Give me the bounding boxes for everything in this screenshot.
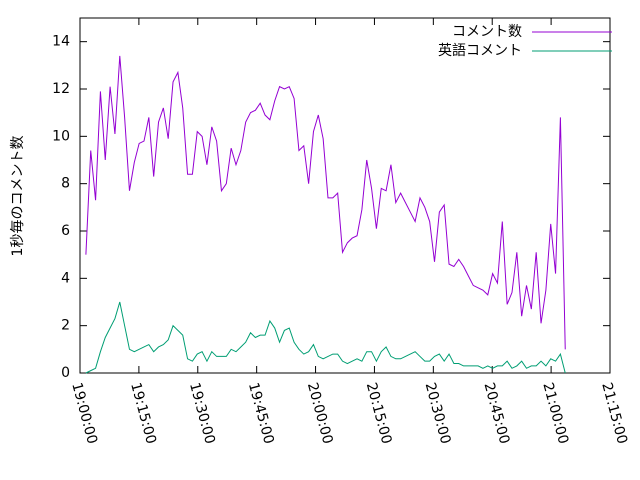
x-tick-label: 19:15:00	[127, 381, 159, 446]
series-line	[85, 55, 566, 350]
y-tick-label: 12	[52, 81, 70, 97]
x-tick-label: 21:00:00	[539, 381, 571, 446]
plot-border	[79, 17, 611, 374]
y-tick-label: 8	[61, 176, 70, 192]
series-line	[85, 301, 566, 374]
y-tick-label: 2	[61, 318, 70, 334]
x-tick-label: 20:00:00	[304, 381, 336, 446]
y-tick-label: 10	[52, 128, 70, 144]
legend-label: 英語コメント	[438, 42, 522, 59]
x-tick-label: 19:00:00	[68, 381, 100, 446]
x-tick-label: 21:15:00	[598, 381, 630, 446]
x-tick-label: 20:15:00	[363, 381, 395, 446]
y-axis-label: 1秒毎のコメント数	[10, 136, 26, 257]
y-tick-label: 4	[61, 270, 70, 286]
y-tick-label: 14	[52, 34, 70, 50]
x-tick-label: 20:30:00	[422, 381, 454, 446]
x-tick-label: 19:30:00	[186, 381, 218, 446]
x-tick-label: 20:45:00	[480, 381, 512, 446]
x-tick-label: 19:45:00	[245, 381, 277, 446]
y-tick-label: 6	[61, 223, 70, 239]
y-tick-label: 0	[61, 365, 70, 381]
legend-label: コメント数	[452, 24, 522, 40]
